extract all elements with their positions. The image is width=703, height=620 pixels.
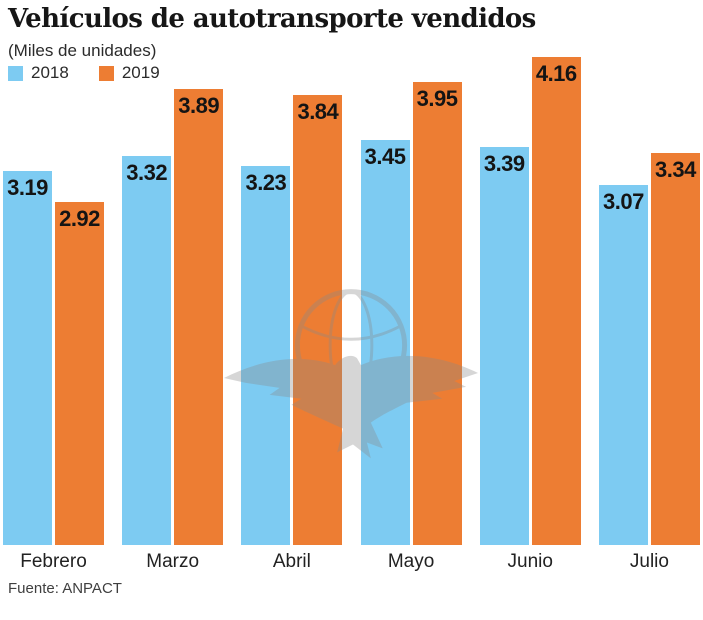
page-title: Vehículos de autotransporte vendidos [8, 4, 536, 34]
category-label: Abril [272, 551, 311, 572]
category-group-abril: 3.23 3.84 Abril [241, 57, 343, 573]
legend: 2018 2019 [8, 63, 160, 83]
bar-2018-julio: 3.07 [598, 185, 648, 545]
bar-2019-marzo: 3.89 [174, 89, 224, 545]
category-group-julio: 3.07 3.34 Julio [598, 57, 700, 573]
bar-2019-julio: 3.34 [650, 153, 700, 545]
category-label: Junio [507, 551, 553, 572]
value-label: 3.84 [297, 99, 339, 124]
value-label: 3.32 [126, 160, 168, 185]
source-note: Fuente: ANPACT [8, 580, 122, 597]
category-group-febrero: 3.19 2.92 Febrero [3, 57, 104, 573]
value-label: 3.39 [483, 151, 525, 176]
legend-swatch-icon [8, 65, 23, 81]
legend-label: 2019 [121, 63, 160, 82]
value-label: 2.92 [59, 206, 100, 231]
bar-pair: 3.39 4.16 [479, 57, 581, 545]
category-group-mayo: 3.45 3.95 Mayo [360, 57, 462, 573]
bar-2018-marzo: 3.32 [122, 156, 172, 545]
value-label: 3.89 [178, 93, 220, 118]
bar-2019-junio: 4.16 [531, 57, 581, 545]
value-label: 3.95 [416, 86, 458, 111]
legend-item-2018: 2018 [8, 63, 69, 83]
category-label: Marzo [146, 551, 200, 572]
category-label: Julio [629, 551, 669, 572]
bar-pair: 3.45 3.95 [360, 57, 462, 545]
value-label: 3.07 [603, 189, 644, 214]
category-label: Mayo [387, 551, 435, 572]
bar-2018-abril: 3.23 [241, 166, 291, 545]
bar-2019-febrero: 2.92 [55, 202, 104, 545]
bar-chart: 3.19 2.92 Febrero 3.32 3.89 Marzo 3.23 3.84 Abri… [3, 57, 700, 573]
bar-pair: 3.19 2.92 [3, 57, 104, 545]
category-group-marzo: 3.32 3.89 Marzo [122, 57, 224, 573]
bar-2019-mayo: 3.95 [412, 82, 462, 545]
value-label: 3.45 [364, 144, 406, 169]
category-label: Febrero [20, 551, 87, 572]
value-label: 3.23 [245, 170, 287, 195]
bar-2018-junio: 3.39 [479, 147, 529, 545]
bar-pair: 3.32 3.89 [122, 57, 224, 545]
legend-swatch-icon [98, 65, 114, 81]
bar-2018-mayo: 3.45 [360, 140, 410, 545]
legend-item-2019: 2019 [98, 63, 160, 83]
value-label: 3.19 [7, 175, 48, 200]
bar-2018-febrero: 3.19 [3, 171, 52, 545]
value-label: 4.16 [535, 61, 577, 86]
legend-label: 2018 [31, 63, 69, 82]
bar-pair: 3.23 3.84 [241, 57, 343, 545]
bar-pair: 3.07 3.34 [598, 57, 700, 545]
category-group-junio: 3.39 4.16 Junio [479, 57, 581, 573]
chart-subtitle: (Miles de unidades) [8, 41, 157, 60]
value-label: 3.34 [655, 157, 696, 182]
bar-2019-abril: 3.84 [293, 95, 343, 545]
